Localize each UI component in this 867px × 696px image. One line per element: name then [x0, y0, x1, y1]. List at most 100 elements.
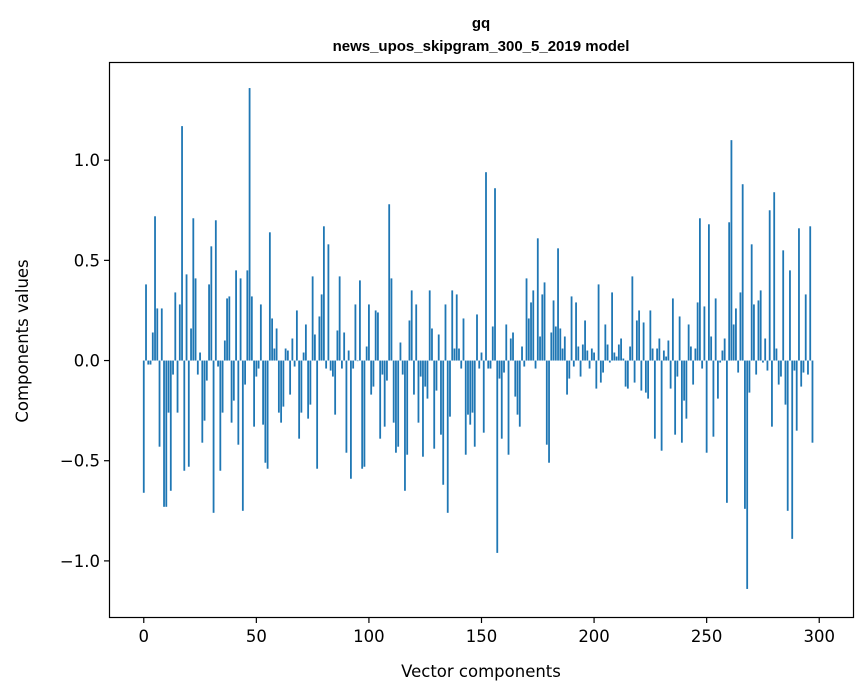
bar — [374, 310, 377, 361]
bar — [784, 360, 787, 405]
bar — [644, 360, 647, 393]
bar — [798, 228, 800, 361]
bar — [737, 360, 740, 373]
bar — [509, 338, 512, 361]
bar — [192, 218, 195, 361]
bar — [320, 294, 323, 361]
bar — [419, 360, 422, 377]
y-tick-label: −0.5 — [60, 452, 100, 471]
bar — [717, 360, 719, 399]
bar — [554, 326, 557, 361]
bar — [777, 360, 780, 385]
bar — [590, 348, 593, 361]
bar — [471, 360, 474, 413]
bar — [714, 298, 717, 361]
x-tick-label: 0 — [139, 627, 150, 646]
bar — [476, 314, 478, 361]
bar — [228, 296, 231, 361]
bar — [239, 278, 242, 361]
bar — [744, 360, 746, 509]
bar — [514, 360, 517, 397]
bar — [755, 360, 758, 375]
bar — [455, 294, 458, 361]
bar — [667, 340, 670, 361]
bar — [237, 360, 240, 445]
bar — [453, 348, 456, 361]
bar — [286, 350, 289, 361]
bar — [352, 360, 355, 369]
bar — [440, 360, 442, 435]
bar — [377, 312, 379, 361]
bar — [762, 360, 764, 363]
bar — [586, 350, 589, 361]
bar — [395, 360, 397, 453]
bar — [433, 360, 436, 449]
bar — [626, 360, 629, 389]
bar — [332, 360, 334, 377]
bar — [174, 292, 177, 361]
bar — [390, 278, 393, 361]
bar — [631, 276, 634, 361]
bar — [500, 360, 503, 439]
bar — [178, 304, 181, 361]
bar — [809, 226, 812, 361]
bar — [485, 172, 487, 361]
bar — [728, 222, 731, 361]
bar — [160, 308, 163, 361]
bar — [723, 338, 726, 361]
bar — [350, 360, 352, 479]
bar — [575, 302, 577, 361]
bar — [773, 192, 776, 361]
bar — [581, 344, 584, 361]
bar — [782, 250, 785, 361]
x-tick-label: 200 — [578, 627, 610, 646]
bar — [316, 360, 319, 469]
bar — [545, 360, 548, 445]
bar — [163, 360, 165, 507]
bar — [264, 360, 267, 463]
bar — [764, 338, 767, 361]
bar — [437, 334, 440, 361]
bar — [444, 304, 447, 361]
bar — [748, 360, 751, 393]
bar — [365, 346, 368, 361]
bar — [289, 360, 292, 395]
bar — [336, 330, 339, 361]
bar — [584, 320, 586, 361]
bar — [169, 360, 172, 491]
bar — [386, 360, 388, 381]
bar — [392, 360, 395, 423]
bar — [647, 360, 650, 399]
bar — [309, 360, 312, 405]
bar — [442, 360, 445, 485]
bar — [259, 304, 262, 361]
bar — [241, 360, 244, 511]
bar — [613, 352, 616, 361]
bar — [635, 320, 638, 361]
bar — [489, 360, 492, 369]
chart-title: gq — [472, 15, 490, 32]
bar — [379, 360, 382, 439]
bar — [226, 298, 228, 361]
bar — [780, 360, 782, 377]
bar — [735, 308, 737, 361]
bar — [669, 360, 672, 389]
bar — [696, 302, 699, 361]
bar — [194, 278, 197, 361]
bar — [363, 360, 366, 467]
bar — [271, 318, 274, 361]
bar — [496, 360, 499, 553]
bar — [658, 338, 661, 361]
bar — [719, 360, 722, 363]
bar — [570, 296, 573, 361]
bar — [232, 360, 235, 401]
bar — [361, 360, 364, 469]
bar — [771, 360, 773, 427]
bar — [482, 360, 485, 433]
y-tick-label: 0.5 — [74, 251, 100, 270]
bar — [410, 290, 413, 361]
bar — [739, 292, 742, 361]
bar — [359, 280, 361, 361]
bar — [404, 360, 406, 491]
